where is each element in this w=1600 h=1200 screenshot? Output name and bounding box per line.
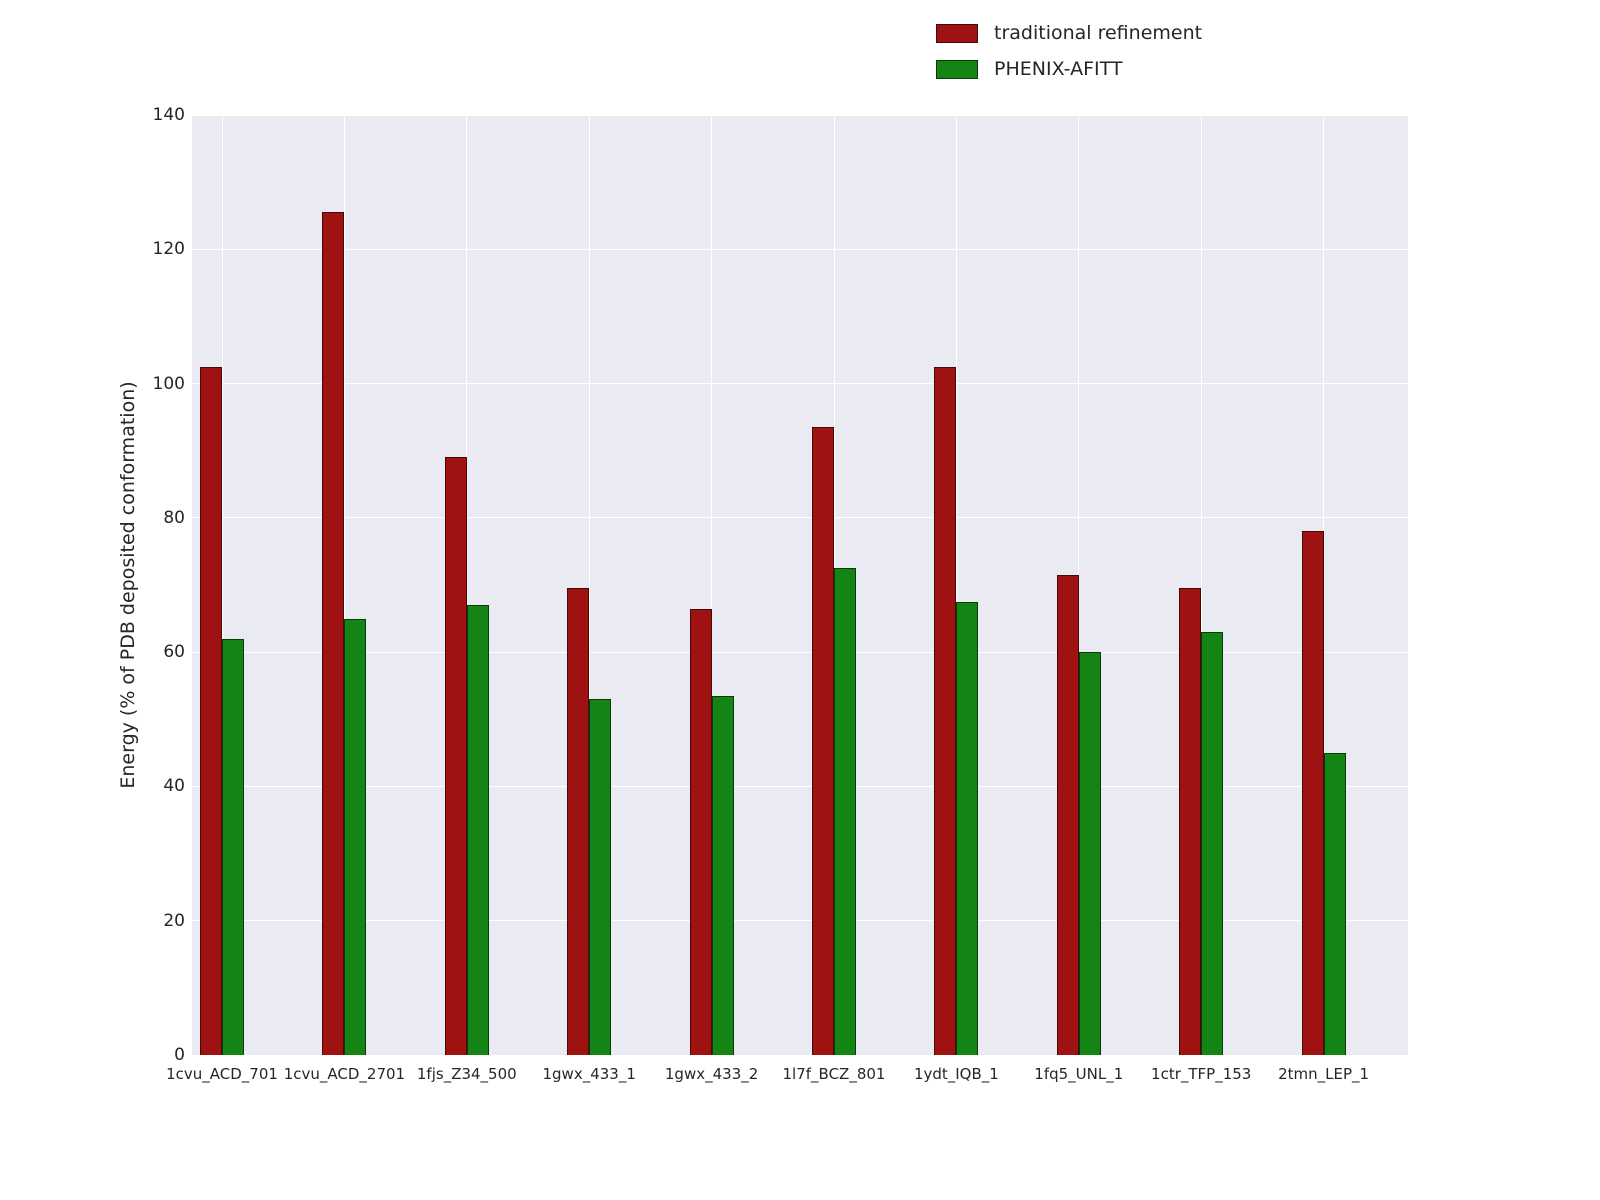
y-tick-label: 100 <box>152 373 185 394</box>
x-tick-label: 1ctr_TFP_153 <box>1151 1065 1252 1083</box>
bar-traditional-refinement <box>1179 588 1202 1055</box>
gridline-vertical <box>711 115 713 1055</box>
gridline-vertical <box>588 115 590 1055</box>
legend-row: traditional refinement <box>936 22 1202 44</box>
gridline-vertical <box>466 115 468 1055</box>
legend-swatch-icon <box>936 23 978 43</box>
gridline-horizontal <box>192 651 1408 653</box>
bar-phenix-afitt <box>1201 632 1224 1055</box>
gridline-horizontal <box>192 517 1408 519</box>
gridline-vertical <box>1200 115 1202 1055</box>
x-tick-label: 1gwx_433_2 <box>664 1065 759 1083</box>
gridline-horizontal <box>192 1054 1408 1056</box>
bar-phenix-afitt <box>711 695 734 1055</box>
x-tick-label: 1ydt_IQB_1 <box>913 1065 999 1083</box>
bar-phenix-afitt <box>222 638 244 1055</box>
x-tick-label: 1fjs_Z34_500 <box>416 1065 517 1083</box>
gridline-horizontal <box>192 383 1408 385</box>
legend-label: PHENIX-AFITT <box>994 58 1123 80</box>
gridline-horizontal <box>192 785 1408 787</box>
y-tick-label: 120 <box>152 239 185 260</box>
gridline-horizontal <box>192 114 1408 116</box>
bar-phenix-afitt <box>466 605 489 1055</box>
x-tick-label: 1l7f_BCZ_801 <box>782 1065 886 1083</box>
bar-phenix-afitt <box>589 699 612 1055</box>
x-tick-label: 2tmn_LEP_1 <box>1278 1065 1370 1083</box>
gridline-vertical <box>1323 115 1325 1055</box>
legend-row: PHENIX-AFITT <box>936 58 1202 80</box>
gridline-vertical <box>343 115 345 1055</box>
bar-phenix-afitt <box>1078 652 1101 1055</box>
bar-traditional-refinement <box>812 427 834 1055</box>
bar-traditional-refinement <box>689 608 712 1055</box>
gridline-vertical <box>221 115 223 1055</box>
legend-swatch-icon <box>936 59 978 79</box>
plot-area <box>192 114 1408 1056</box>
bar-phenix-afitt <box>1323 752 1346 1055</box>
y-tick-label: 80 <box>163 507 185 528</box>
gridline-horizontal <box>192 248 1408 250</box>
legend-label: traditional refinement <box>994 22 1203 44</box>
gridline-horizontal <box>192 920 1408 922</box>
bar-traditional-refinement <box>200 366 222 1055</box>
x-tick-label: 1fq5_UNL_1 <box>1034 1065 1124 1083</box>
y-tick-label: 40 <box>163 776 185 797</box>
bar-traditional-refinement <box>1056 574 1079 1055</box>
bar-traditional-refinement <box>444 457 467 1055</box>
y-tick-label: 20 <box>163 910 185 931</box>
bar-traditional-refinement <box>567 588 590 1055</box>
x-tick-label: 1gwx_433_1 <box>542 1065 636 1083</box>
legend: traditional refinement PHENIX-AFITT <box>936 22 1202 80</box>
bar-traditional-refinement <box>322 212 345 1055</box>
x-tick-label: 1cvu_ACD_701 <box>166 1065 278 1083</box>
x-tick-label: 1cvu_ACD_2701 <box>283 1065 406 1083</box>
y-tick-label: 140 <box>152 105 185 125</box>
y-axis-label: Energy (% of PDB deposited conformation) <box>117 381 139 789</box>
bar-traditional-refinement <box>1301 531 1324 1055</box>
bar-phenix-afitt <box>956 601 979 1055</box>
gridline-vertical <box>1078 115 1080 1055</box>
bar-phenix-afitt <box>344 618 367 1055</box>
bar-phenix-afitt <box>834 568 856 1055</box>
bar-traditional-refinement <box>934 366 957 1055</box>
y-tick-label: 60 <box>163 642 185 663</box>
gridline-vertical <box>955 115 957 1055</box>
y-tick-label: 0 <box>174 1045 185 1065</box>
